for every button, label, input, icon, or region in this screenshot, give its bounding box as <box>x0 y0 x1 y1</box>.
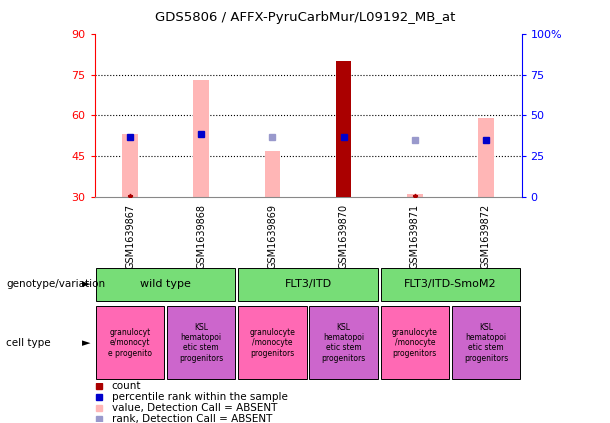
Bar <box>452 306 520 379</box>
Bar <box>122 134 138 197</box>
Bar <box>336 61 351 197</box>
Text: ►: ► <box>82 280 90 289</box>
Bar <box>309 306 378 379</box>
Bar <box>96 268 235 301</box>
Text: rank, Detection Call = ABSENT: rank, Detection Call = ABSENT <box>112 415 272 423</box>
Bar <box>239 268 378 301</box>
Bar <box>239 306 307 379</box>
Text: GSM1639868: GSM1639868 <box>196 204 206 269</box>
Text: genotype/variation: genotype/variation <box>6 280 105 289</box>
Bar <box>167 306 235 379</box>
Text: granulocyte
/monocyte
progenitors: granulocyte /monocyte progenitors <box>392 328 438 357</box>
Text: cell type: cell type <box>6 338 51 348</box>
Text: count: count <box>112 381 141 391</box>
Text: ►: ► <box>82 338 90 348</box>
Bar <box>96 306 164 379</box>
Text: FLT3/ITD-SmoM2: FLT3/ITD-SmoM2 <box>404 280 497 289</box>
Text: KSL
hematopoi
etic stem
progenitors: KSL hematopoi etic stem progenitors <box>179 322 223 363</box>
Text: GSM1639869: GSM1639869 <box>267 204 278 269</box>
Text: GSM1639867: GSM1639867 <box>125 204 135 269</box>
Text: GDS5806 / AFFX-PyruCarbMur/L09192_MB_at: GDS5806 / AFFX-PyruCarbMur/L09192_MB_at <box>155 11 455 24</box>
Text: KSL
hematopoi
etic stem
progenitors: KSL hematopoi etic stem progenitors <box>464 322 508 363</box>
Text: value, Detection Call = ABSENT: value, Detection Call = ABSENT <box>112 403 277 413</box>
Text: granulocyt
e/monocyt
e progenito: granulocyt e/monocyt e progenito <box>108 328 152 357</box>
Bar <box>478 118 493 197</box>
Text: wild type: wild type <box>140 280 191 289</box>
Text: KSL
hematopoi
etic stem
progenitors: KSL hematopoi etic stem progenitors <box>321 322 366 363</box>
Text: percentile rank within the sample: percentile rank within the sample <box>112 392 287 402</box>
Bar <box>193 80 209 197</box>
Text: GSM1639870: GSM1639870 <box>339 204 349 269</box>
Text: granulocyte
/monocyte
progenitors: granulocyte /monocyte progenitors <box>249 328 295 357</box>
Bar <box>381 268 520 301</box>
Text: FLT3/ITD: FLT3/ITD <box>284 280 332 289</box>
Bar <box>407 194 423 197</box>
Bar <box>381 306 449 379</box>
Text: GSM1639872: GSM1639872 <box>481 204 491 269</box>
Bar <box>265 151 281 197</box>
Text: GSM1639871: GSM1639871 <box>410 204 420 269</box>
